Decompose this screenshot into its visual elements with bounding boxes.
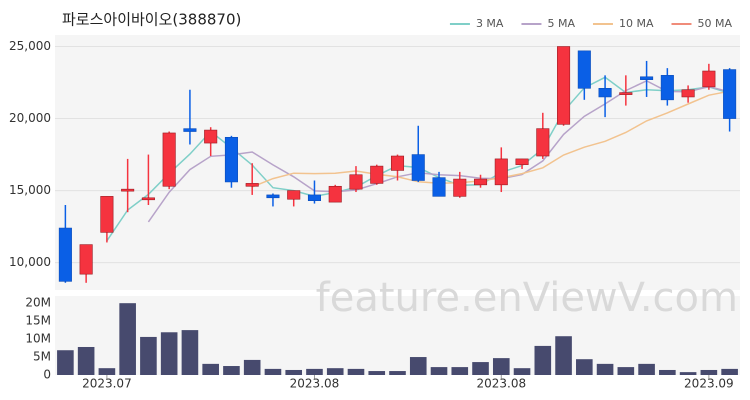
candle-body: [141, 197, 155, 201]
ma-line: [251, 90, 730, 188]
candle-body: [121, 188, 135, 192]
volume-bar: [659, 369, 676, 375]
candle-body: [162, 132, 176, 187]
y-tick-label: 15M: [25, 314, 51, 328]
volume-bar: [243, 359, 261, 375]
volume-bar: [472, 362, 489, 375]
candle-body: [183, 128, 197, 132]
y-tick-label: 10M: [25, 332, 51, 346]
volume-bar: [347, 368, 365, 375]
y-tick-label: 5M: [33, 350, 51, 364]
chart-title: 파로스아이바이오(388870): [62, 11, 241, 29]
legend-label: 10 MA: [619, 17, 654, 30]
volume-bar: [98, 368, 116, 375]
volume-bar: [140, 336, 157, 375]
candle-body: [287, 190, 301, 200]
candle-body: [307, 194, 321, 201]
candle-body: [723, 69, 737, 119]
volume-bar: [617, 367, 635, 375]
candle-body: [266, 194, 280, 199]
candle-body: [453, 178, 467, 197]
candle-body: [245, 183, 259, 187]
candle-body: [494, 158, 508, 186]
legend-label: 3 MA: [476, 17, 504, 30]
volume-bar: [223, 366, 240, 375]
x-tick-label: 2023.08: [290, 377, 340, 391]
volume-bar: [326, 368, 344, 375]
volume-bar: [202, 363, 219, 375]
volume-bar: [77, 346, 95, 375]
candle-body: [349, 174, 363, 190]
volume-bar: [285, 369, 303, 375]
volume-bar: [264, 368, 282, 375]
candle-body: [100, 196, 114, 233]
candle-body: [577, 50, 591, 89]
volume-bar: [119, 303, 136, 375]
x-tick-label: 2023.09: [684, 377, 734, 391]
volume-bar: [721, 368, 738, 375]
candle-body: [204, 129, 218, 144]
volume-bar: [596, 363, 614, 375]
volume-bar: [492, 358, 510, 375]
candle-body: [328, 185, 342, 203]
volume-bar: [306, 368, 323, 375]
volume-bar: [451, 367, 469, 375]
volume-bar: [534, 345, 552, 375]
grid: [55, 46, 740, 264]
y-tick-label: 20M: [25, 296, 51, 310]
candle-body: [224, 136, 238, 183]
legend-label: 50 MA: [697, 17, 732, 30]
candle-body: [58, 227, 72, 282]
candle-body: [79, 244, 93, 275]
y-tick-label: 0: [43, 368, 51, 382]
y-tick-label: 25,000: [9, 39, 51, 53]
candle-body: [681, 89, 695, 98]
candle-body: [474, 178, 488, 186]
volume-bar: [679, 372, 697, 375]
volume-bar: [700, 369, 718, 375]
candle-body: [640, 76, 654, 80]
candle-body: [432, 177, 446, 197]
candle-body: [370, 165, 384, 184]
volume-bar: [181, 330, 199, 375]
candle-body: [598, 88, 612, 98]
legend-label: 5 MA: [547, 17, 575, 30]
y-tick-label: 10,000: [9, 255, 51, 269]
volume-bar: [576, 359, 593, 375]
volume-bar: [368, 371, 386, 375]
candle-body: [660, 75, 674, 101]
candle-body: [536, 128, 550, 157]
candle-body: [702, 70, 716, 88]
candle-body: [557, 46, 571, 125]
volume-bar: [430, 367, 448, 375]
volume-bar: [638, 363, 655, 375]
watermark: feature.enViewV.com: [316, 275, 738, 321]
volume-bar: [57, 350, 74, 375]
candle-body: [411, 154, 425, 181]
candle-body: [619, 92, 633, 95]
volume-bar: [555, 336, 572, 375]
y-tick-label: 20,000: [9, 111, 51, 125]
candle-body: [390, 155, 405, 171]
volume-bar: [513, 368, 531, 375]
x-tick-label: 2023.07: [82, 377, 132, 391]
volume-bar: [389, 371, 406, 375]
volume-bar: [409, 357, 427, 375]
candle-body: [515, 158, 529, 165]
y-tick-label: 15,000: [9, 183, 51, 197]
volume-bar: [160, 332, 178, 375]
x-tick-label: 2023.08: [476, 377, 526, 391]
